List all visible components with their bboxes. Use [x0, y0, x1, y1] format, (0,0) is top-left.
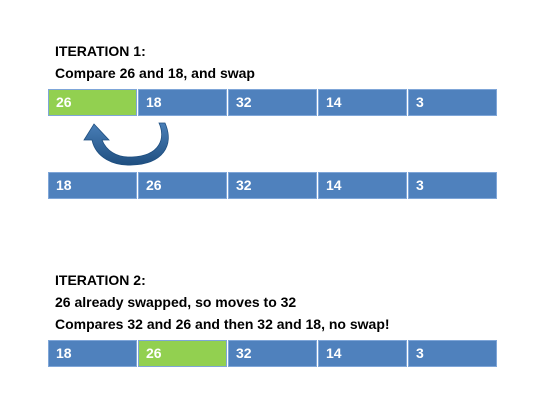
array-row-3: 18 26 32 14 3 [48, 340, 497, 367]
array-cell: 18 [138, 89, 227, 116]
curved-arrow-icon [83, 122, 169, 166]
iteration-2-text: ITERATION 2: 26 already swapped, so move… [55, 269, 390, 335]
iteration-1-text: ITERATION 1: Compare 26 and 18, and swap [55, 40, 255, 84]
iteration-2-line-1: 26 already swapped, so moves to 32 [55, 294, 297, 310]
array-cell: 3 [408, 172, 497, 199]
iteration-2-heading: ITERATION 2: [55, 272, 146, 288]
array-cell: 26 [138, 172, 227, 199]
array-cell: 3 [408, 89, 497, 116]
array-row-2: 18 26 32 14 3 [48, 172, 497, 199]
array-cell: 32 [228, 172, 317, 199]
iteration-1-description: Compare 26 and 18, and swap [55, 65, 255, 81]
array-cell-highlighted: 26 [48, 89, 137, 116]
array-cell: 32 [228, 89, 317, 116]
array-row-1: 26 18 32 14 3 [48, 89, 497, 116]
array-cell: 3 [408, 340, 497, 367]
iteration-1-heading: ITERATION 1: [55, 43, 146, 59]
array-cell: 14 [318, 172, 407, 199]
array-cell: 14 [318, 340, 407, 367]
array-cell: 14 [318, 89, 407, 116]
iteration-2-line-2: Compares 32 and 26 and then 32 and 18, n… [55, 316, 390, 332]
array-cell: 18 [48, 340, 137, 367]
array-cell: 32 [228, 340, 317, 367]
array-cell-highlighted: 26 [138, 340, 227, 367]
array-cell: 18 [48, 172, 137, 199]
